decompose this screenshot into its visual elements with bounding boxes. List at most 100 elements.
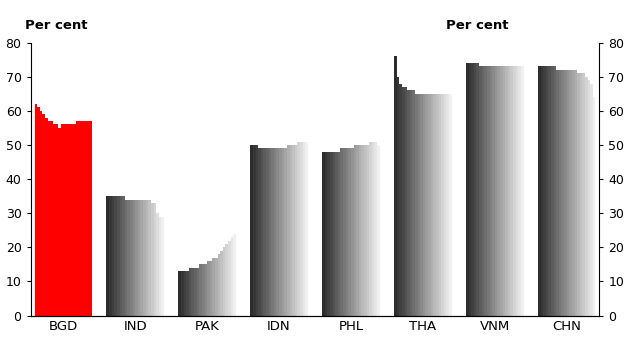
Bar — [541, 66, 543, 316]
Bar — [330, 152, 333, 316]
Bar — [538, 66, 541, 316]
Bar — [106, 196, 109, 316]
Bar — [274, 148, 277, 316]
Bar — [407, 90, 410, 316]
Bar — [159, 217, 161, 316]
Bar — [369, 141, 372, 316]
Bar — [500, 66, 503, 316]
Bar — [338, 152, 340, 316]
Bar — [215, 258, 217, 316]
Bar — [471, 63, 474, 316]
Bar — [210, 261, 212, 316]
Bar — [516, 66, 518, 316]
Bar — [433, 94, 436, 316]
Bar — [351, 148, 353, 316]
Bar — [490, 66, 492, 316]
Bar — [346, 148, 348, 316]
Bar — [50, 121, 53, 316]
Bar — [397, 77, 399, 316]
Bar — [482, 66, 484, 316]
Bar — [290, 145, 292, 316]
Bar — [503, 66, 505, 316]
Bar — [492, 66, 495, 316]
Bar — [127, 200, 130, 316]
Bar — [588, 80, 590, 316]
Bar — [197, 268, 199, 316]
Bar — [125, 200, 127, 316]
Text: Per cent: Per cent — [25, 19, 88, 32]
Bar — [261, 148, 263, 316]
Bar — [117, 196, 120, 316]
Bar — [305, 141, 308, 316]
Bar — [109, 196, 112, 316]
Bar — [186, 271, 189, 316]
Bar — [194, 268, 197, 316]
Bar — [228, 240, 231, 316]
Bar — [256, 145, 258, 316]
Bar — [551, 66, 554, 316]
Bar — [436, 94, 438, 316]
Bar — [353, 145, 356, 316]
Bar — [322, 152, 325, 316]
Bar — [399, 83, 402, 316]
Bar — [114, 196, 117, 316]
Bar — [146, 200, 148, 316]
Bar — [466, 63, 469, 316]
Bar — [161, 217, 164, 316]
Bar — [585, 77, 588, 316]
Bar — [71, 124, 74, 316]
Bar — [325, 152, 328, 316]
Bar — [559, 70, 561, 316]
Bar — [154, 203, 156, 316]
Bar — [575, 70, 577, 316]
Bar — [340, 148, 343, 316]
Bar — [394, 56, 397, 316]
Bar — [223, 247, 226, 316]
Bar — [284, 148, 287, 316]
Bar — [449, 94, 452, 316]
Bar — [561, 70, 564, 316]
Bar — [508, 66, 510, 316]
Bar — [428, 94, 431, 316]
Bar — [413, 90, 415, 316]
Bar — [564, 70, 567, 316]
Bar — [510, 66, 513, 316]
Bar — [183, 271, 186, 316]
Bar — [513, 66, 516, 316]
Bar — [205, 264, 207, 316]
Bar — [348, 148, 351, 316]
Bar — [250, 145, 253, 316]
Bar — [577, 73, 580, 316]
Bar — [570, 70, 572, 316]
Bar — [63, 124, 66, 316]
Bar — [469, 63, 471, 316]
Bar — [120, 196, 122, 316]
Bar — [189, 268, 192, 316]
Bar — [415, 94, 418, 316]
Bar — [441, 94, 444, 316]
Bar — [377, 145, 380, 316]
Bar — [580, 73, 582, 316]
Bar — [253, 145, 256, 316]
Bar — [362, 145, 364, 316]
Bar — [199, 264, 202, 316]
Bar — [518, 66, 521, 316]
Bar — [151, 203, 154, 316]
Bar — [282, 148, 284, 316]
Bar — [410, 90, 413, 316]
Bar — [476, 63, 479, 316]
Bar — [364, 145, 367, 316]
Bar — [130, 200, 132, 316]
Bar — [402, 87, 404, 316]
Bar — [554, 66, 556, 316]
Bar — [132, 200, 135, 316]
Bar — [143, 200, 146, 316]
Bar — [277, 148, 279, 316]
Bar — [295, 145, 297, 316]
Bar — [60, 124, 63, 316]
Bar — [202, 264, 205, 316]
Bar — [37, 107, 40, 316]
Bar — [69, 124, 71, 316]
Bar — [178, 271, 181, 316]
Bar — [546, 66, 549, 316]
